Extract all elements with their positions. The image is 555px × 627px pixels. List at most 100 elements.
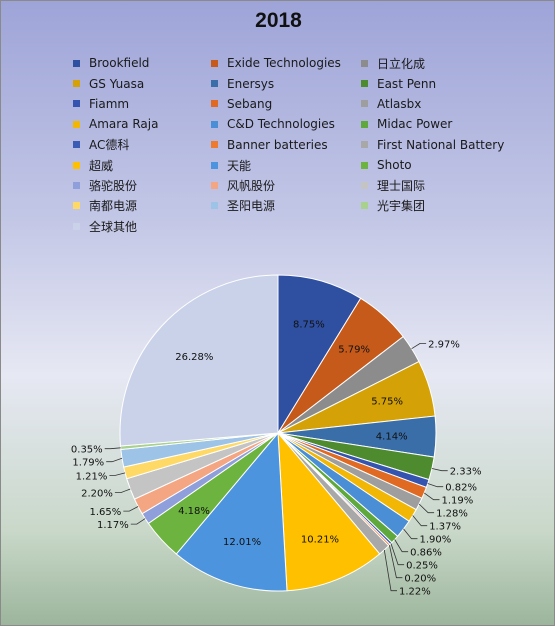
legend-item: Brookfield bbox=[73, 53, 211, 73]
legend-swatch bbox=[211, 141, 218, 149]
leader-line bbox=[389, 545, 403, 579]
legend-item: GS Yuasa bbox=[73, 73, 211, 93]
legend-item: Banner batteries bbox=[211, 135, 361, 155]
data-label: 0.35% bbox=[71, 445, 103, 456]
data-label: 1.28% bbox=[436, 509, 468, 520]
legend-swatch bbox=[73, 182, 80, 190]
data-label: 10.21% bbox=[301, 535, 339, 546]
legend-item: Enersys bbox=[211, 73, 361, 93]
legend-item: 南都电源 bbox=[73, 196, 211, 216]
legend-item: Amara Raja bbox=[73, 114, 211, 134]
legend-swatch bbox=[73, 141, 80, 149]
leader-line bbox=[123, 506, 139, 512]
legend-swatch bbox=[211, 59, 218, 67]
legend-item: 光宇集团 bbox=[361, 196, 523, 216]
legend-label: Fiamm bbox=[89, 96, 130, 111]
data-label: 1.90% bbox=[420, 535, 452, 546]
legend-label: Enersys bbox=[227, 76, 275, 91]
legend-swatch bbox=[73, 222, 80, 230]
leader-line bbox=[412, 515, 428, 527]
pie-slice bbox=[277, 274, 362, 435]
data-label: 4.14% bbox=[376, 432, 408, 443]
data-label: 0.86% bbox=[410, 548, 442, 559]
leader-line bbox=[418, 503, 435, 514]
legend-swatch bbox=[361, 100, 368, 108]
legend-label: GS Yuasa bbox=[89, 76, 145, 91]
legend-item: C&D Technologies bbox=[211, 114, 361, 134]
leader-line bbox=[383, 549, 397, 592]
leader-line bbox=[427, 483, 444, 488]
legend-label: AC德科 bbox=[89, 138, 130, 153]
data-label: 0.25% bbox=[406, 561, 438, 572]
data-label: 1.37% bbox=[429, 522, 461, 533]
leader-line bbox=[411, 342, 427, 350]
legend-item: 天能 bbox=[211, 155, 361, 175]
legend-label: Brookfield bbox=[89, 56, 150, 71]
leader-line bbox=[423, 492, 440, 501]
legend-swatch bbox=[361, 80, 368, 88]
legend-label: 天能 bbox=[227, 158, 252, 173]
legend-label: 骆驼股份 bbox=[89, 179, 138, 194]
data-label: 26.28% bbox=[175, 352, 213, 363]
legend-item: 理士国际 bbox=[361, 175, 523, 195]
data-label: 5.79% bbox=[338, 344, 370, 355]
legend-swatch bbox=[73, 202, 80, 210]
leader-line bbox=[114, 488, 131, 494]
legend-swatch bbox=[211, 80, 218, 88]
legend-label: C&D Technologies bbox=[227, 117, 335, 132]
legend-label: Sebang bbox=[227, 96, 273, 111]
legend-item: First National Battery bbox=[361, 135, 523, 155]
legend-swatch bbox=[211, 161, 218, 169]
legend-swatch bbox=[73, 120, 80, 128]
data-label: 2.33% bbox=[450, 467, 482, 478]
legend-swatch bbox=[361, 182, 368, 190]
leader-line bbox=[104, 447, 121, 450]
legend-item: 风帆股份 bbox=[211, 175, 361, 195]
legend-label: Atlasbx bbox=[377, 96, 422, 111]
legend-item: Shoto bbox=[361, 155, 523, 175]
leader-line bbox=[390, 543, 405, 566]
data-label: 2.20% bbox=[81, 489, 113, 500]
data-label: 1.65% bbox=[90, 507, 122, 518]
leader-line bbox=[130, 518, 146, 525]
data-label: 12.01% bbox=[223, 537, 261, 548]
legend-swatch bbox=[361, 59, 368, 67]
leader-line bbox=[109, 472, 126, 476]
legend-swatch bbox=[211, 120, 218, 128]
legend-item: Atlasbx bbox=[361, 94, 523, 114]
data-label: 0.82% bbox=[445, 483, 477, 494]
legend-swatch bbox=[211, 100, 218, 108]
legend-item: East Penn bbox=[361, 73, 523, 93]
data-label: 2.97% bbox=[428, 339, 460, 350]
legend-swatch bbox=[73, 161, 80, 169]
legend-item: Midac Power bbox=[361, 114, 523, 134]
legend-label: Exide Technologies bbox=[227, 56, 341, 71]
legend-swatch bbox=[211, 202, 218, 210]
data-label: 4.18% bbox=[178, 506, 210, 517]
legend-label: East Penn bbox=[377, 76, 437, 91]
legend-label: 圣阳电源 bbox=[227, 199, 276, 214]
leader-line bbox=[431, 468, 448, 472]
legend-item: 日立化成 bbox=[361, 53, 523, 73]
legend-label: 全球其他 bbox=[89, 219, 138, 234]
data-label: 0.20% bbox=[404, 574, 436, 585]
legend-label: 南都电源 bbox=[89, 199, 138, 214]
legend-swatch bbox=[73, 100, 80, 108]
pie-slice bbox=[119, 274, 279, 447]
leader-line bbox=[106, 457, 123, 463]
legend-item: 全球其他 bbox=[73, 216, 211, 236]
legend-label: First National Battery bbox=[377, 137, 505, 152]
data-label: 1.22% bbox=[399, 587, 431, 598]
legend-swatch bbox=[73, 80, 80, 88]
data-label: 5.75% bbox=[371, 397, 403, 408]
legend-item: AC德科 bbox=[73, 135, 211, 155]
legend-item: Fiamm bbox=[73, 94, 211, 114]
legend-label: Shoto bbox=[377, 158, 412, 173]
legend-label: 光宇集团 bbox=[377, 199, 426, 214]
legend-label: Midac Power bbox=[377, 117, 453, 132]
legend-item: 圣阳电源 bbox=[211, 196, 361, 216]
data-label: 1.21% bbox=[76, 471, 108, 482]
legend-swatch bbox=[361, 202, 368, 210]
data-label: 1.79% bbox=[72, 458, 104, 469]
legend-swatch bbox=[73, 59, 80, 67]
